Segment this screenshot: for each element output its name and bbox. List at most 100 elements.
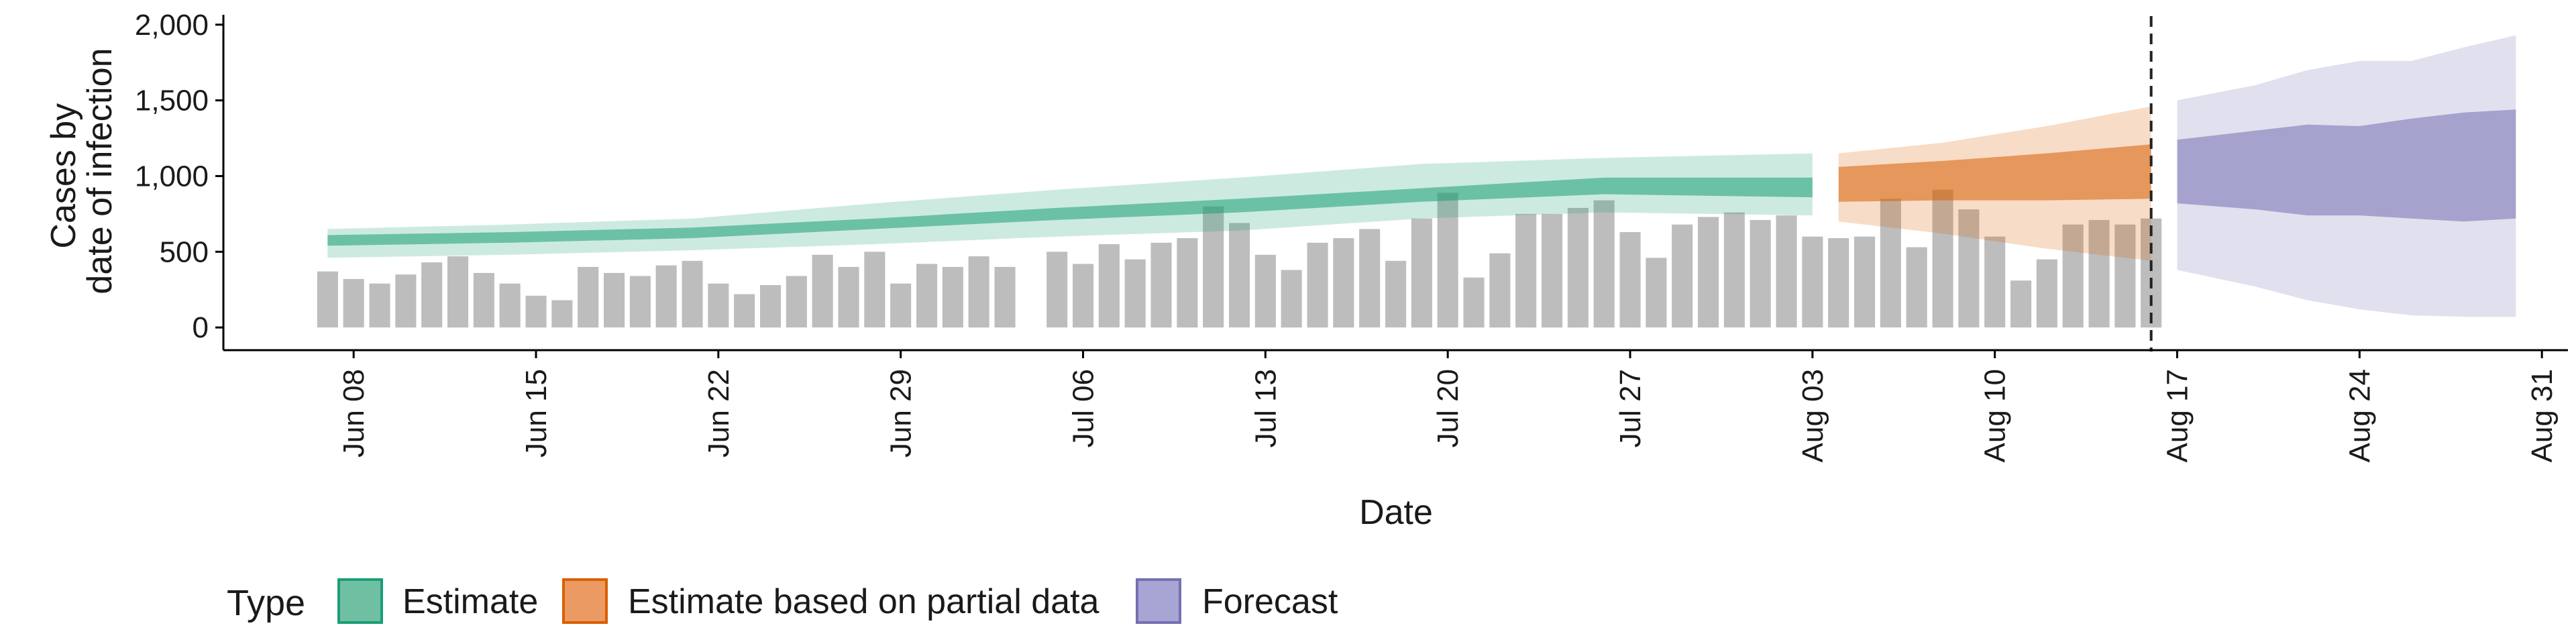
observed-case-bar bbox=[1567, 207, 1589, 328]
x-tick-label: Jun 22 bbox=[702, 369, 735, 458]
observed-case-bar bbox=[1046, 252, 1068, 328]
observed-case-bar bbox=[1698, 217, 1719, 328]
observed-case-bar bbox=[525, 295, 547, 328]
observed-case-bar bbox=[1932, 189, 1953, 328]
observed-case-bar bbox=[1254, 254, 1276, 328]
estimate-outer-band bbox=[327, 153, 1813, 258]
observed-case-bar bbox=[1906, 247, 1927, 328]
legend: Type Estimate Estimate based on partial d… bbox=[227, 578, 1338, 624]
observed-case-bar bbox=[1958, 209, 1980, 328]
x-tick-label: Jun 15 bbox=[520, 369, 553, 458]
observed-case-bar bbox=[1463, 277, 1485, 328]
observed-case-bar bbox=[760, 285, 782, 328]
observed-case-bar bbox=[1307, 242, 1328, 328]
observed-case-bar bbox=[942, 266, 963, 328]
y-tick-label: 0 bbox=[193, 311, 209, 344]
legend-key-estimate bbox=[337, 578, 383, 624]
observed-case-bar bbox=[551, 300, 573, 328]
observed-case-bar bbox=[1593, 200, 1615, 328]
observed-case-bar bbox=[1385, 260, 1407, 328]
x-tick-label: Aug 31 bbox=[2526, 369, 2559, 462]
observed-case-bar bbox=[1229, 223, 1250, 328]
x-tick-label: Jun 08 bbox=[337, 369, 370, 458]
observed-case-bar bbox=[1515, 213, 1537, 328]
observed-case-bar bbox=[916, 264, 938, 328]
observed-case-bar bbox=[1723, 212, 1745, 328]
estimate-based-on-partial-data-inner-band bbox=[1838, 144, 2151, 202]
observed-case-bar bbox=[682, 260, 703, 328]
x-tick-label: Jul 13 bbox=[1249, 369, 1282, 447]
plot-area bbox=[317, 16, 2516, 352]
observed-case-bar bbox=[812, 254, 833, 328]
forecast-inner-band bbox=[2177, 109, 2516, 222]
observed-case-bar bbox=[2088, 219, 2110, 328]
x-tick-label: Jul 27 bbox=[1614, 369, 1647, 447]
x-tick-label: Aug 17 bbox=[2161, 369, 2194, 462]
series-estimate bbox=[327, 153, 1813, 258]
observed-case-bar bbox=[1802, 236, 1823, 328]
observed-case-bar bbox=[1672, 224, 1693, 328]
observed-case-bar bbox=[1619, 232, 1641, 328]
observed-case-bar bbox=[1828, 238, 1849, 328]
series-estimate-based-on-partial-data bbox=[1838, 106, 2151, 261]
observed-case-bar bbox=[994, 266, 1016, 328]
observed-case-bar bbox=[421, 262, 443, 328]
legend-key-forecast bbox=[1136, 578, 1181, 624]
observed-case-bar bbox=[2036, 259, 2057, 328]
observed-case-bar bbox=[2141, 218, 2162, 328]
observed-case-bar bbox=[1646, 258, 1667, 328]
x-tick-label: Jul 20 bbox=[1432, 369, 1464, 447]
y-axis-title: Cases by date of infection bbox=[44, 48, 119, 294]
observed-case-bar bbox=[734, 294, 755, 328]
observed-case-bar bbox=[1281, 270, 1302, 328]
y-axis-ticks: 0 500 1,000 1,500 2,000 bbox=[135, 9, 223, 344]
y-axis-title-line-1: Cases by bbox=[44, 103, 83, 249]
observed-case-bar bbox=[1880, 199, 1901, 328]
observed-case-bar bbox=[604, 272, 625, 328]
y-tick-label: 1,000 bbox=[135, 160, 209, 193]
observed-case-bar bbox=[786, 276, 807, 328]
y-tick-label: 1,500 bbox=[135, 85, 209, 117]
x-tick-label: Jun 29 bbox=[885, 369, 918, 458]
x-axis-title: Date bbox=[1359, 493, 1433, 532]
observed-case-bar bbox=[1411, 218, 1432, 328]
observed-case-bar bbox=[655, 265, 677, 328]
x-tick-label: Jul 06 bbox=[1067, 369, 1100, 447]
estimate-inner-band bbox=[327, 177, 1813, 246]
observed-case-bar bbox=[1098, 244, 1120, 328]
observed-cases-bars bbox=[317, 189, 2162, 328]
observed-case-bar bbox=[395, 274, 417, 328]
x-tick-label: Aug 10 bbox=[1979, 369, 2012, 462]
observed-case-bar bbox=[1124, 259, 1146, 328]
observed-case-bar bbox=[369, 283, 390, 328]
observed-case-bar bbox=[2010, 280, 2032, 328]
x-tick-label: Aug 03 bbox=[1796, 369, 1829, 462]
x-tick-label: Aug 24 bbox=[2343, 369, 2376, 462]
observed-case-bar bbox=[1776, 215, 1797, 328]
x-axis-ticks: Jun 08 Jun 15 Jun 22 Jun 29 Jul 06 Jul 13 Jul … bbox=[337, 350, 2559, 462]
observed-case-bar bbox=[629, 276, 651, 328]
observed-case-bar bbox=[1854, 236, 1876, 328]
observed-case-bar bbox=[343, 278, 364, 328]
observed-case-bar bbox=[708, 283, 729, 328]
observed-case-bar bbox=[317, 271, 338, 328]
estimate-bands bbox=[327, 35, 2516, 317]
observed-case-bar bbox=[1150, 242, 1172, 328]
observed-case-bar bbox=[1750, 219, 1771, 328]
observed-case-bar bbox=[2062, 224, 2084, 328]
observed-case-bar bbox=[890, 283, 912, 328]
observed-case-bar bbox=[1177, 238, 1198, 328]
observed-case-bar bbox=[447, 256, 469, 328]
observed-case-bar bbox=[1333, 238, 1354, 328]
observed-case-bar bbox=[864, 252, 885, 328]
observed-case-bar bbox=[1437, 193, 1458, 328]
series-forecast bbox=[2177, 35, 2516, 317]
y-tick-label: 2,000 bbox=[135, 9, 209, 42]
observed-case-bar bbox=[1984, 236, 2006, 328]
y-axis-title-line-2: date of infection bbox=[80, 48, 119, 294]
observed-case-bar bbox=[473, 272, 494, 328]
legend-label: Estimate based on partial data bbox=[628, 582, 1099, 621]
observed-case-bar bbox=[1359, 229, 1381, 328]
observed-case-bar bbox=[578, 266, 599, 328]
